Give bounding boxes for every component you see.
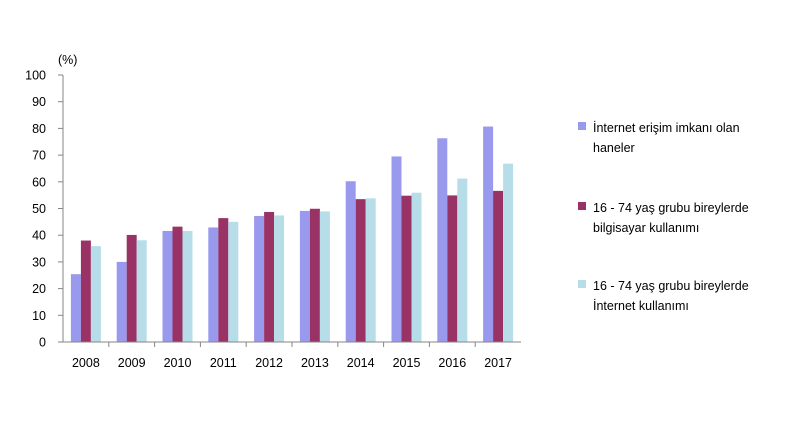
bar <box>136 240 147 342</box>
bar <box>162 230 173 342</box>
bar <box>411 192 422 342</box>
bar <box>483 126 494 342</box>
y-tick-label: 40 <box>32 229 46 243</box>
bar <box>457 178 468 342</box>
legend-swatch <box>578 122 586 130</box>
axes-layer: 0 10 20 30 40 50 60 70 80 90 100 2008 2009 2010 2011 20… <box>25 69 521 370</box>
x-tick-label: 2013 <box>301 356 329 370</box>
bar <box>365 198 376 342</box>
bar <box>70 274 81 342</box>
bar <box>493 190 504 342</box>
legend-label: İnternet erişim imkanı olan haneler <box>593 118 793 158</box>
bar <box>90 246 101 342</box>
bar <box>503 163 514 342</box>
bar <box>264 211 275 342</box>
x-tick-label: 2010 <box>164 356 192 370</box>
legend-label-line: İnternet kullanımı <box>593 299 689 313</box>
y-tick-label: 30 <box>32 255 46 269</box>
bar <box>172 226 183 342</box>
legend-label-line: 16 - 74 yaş grubu bireylerde <box>593 279 749 293</box>
bar <box>355 199 366 342</box>
bar <box>447 195 458 342</box>
bar <box>126 234 137 342</box>
x-tick-label: 2017 <box>484 356 512 370</box>
legend-label-line: 16 - 74 yaş grubu bireylerde <box>593 201 749 215</box>
x-tick-label: 2012 <box>255 356 283 370</box>
legend-swatch <box>578 280 586 288</box>
x-tick-label: 2011 <box>210 356 237 370</box>
legend-swatch <box>578 202 586 210</box>
y-tick-label: 0 <box>39 336 46 350</box>
legend-label-line: haneler <box>593 141 635 155</box>
x-tick-label: 2016 <box>438 356 466 370</box>
bars-layer <box>70 126 514 342</box>
bar <box>309 208 320 342</box>
legend-label-line: İnternet erişim imkanı olan <box>593 121 740 135</box>
bar <box>345 181 356 342</box>
y-tick-label: 50 <box>32 202 46 216</box>
y-tick-label: 100 <box>25 69 46 83</box>
bar <box>319 211 330 342</box>
y-unit-label: (%) <box>58 53 77 67</box>
y-tick-label: 70 <box>32 149 46 163</box>
legend-label-line: bilgisayar kullanımı <box>593 221 700 235</box>
bar <box>208 227 219 342</box>
y-tick-label: 80 <box>32 122 46 136</box>
bar <box>254 215 265 342</box>
bar <box>218 218 229 342</box>
bar <box>299 210 310 342</box>
bar <box>228 221 239 342</box>
bar <box>80 240 91 342</box>
y-tick-label: 20 <box>32 282 46 296</box>
legend-label: 16 - 74 yaş grubu bireylerde bilgisayar … <box>593 198 793 238</box>
bar <box>116 261 127 342</box>
bar <box>437 138 448 342</box>
bar <box>391 156 402 342</box>
bar <box>401 195 412 342</box>
bar <box>274 215 285 342</box>
legend-label: 16 - 74 yaş grubu bireylerde İnternet ku… <box>593 276 793 316</box>
x-tick-label: 2015 <box>393 356 421 370</box>
y-tick-label: 90 <box>32 95 46 109</box>
x-tick-label: 2009 <box>118 356 146 370</box>
bar <box>182 230 193 342</box>
y-tick-label: 10 <box>32 309 46 323</box>
x-tick-label: 2014 <box>347 356 375 370</box>
x-tick-label: 2008 <box>72 356 100 370</box>
y-tick-label: 60 <box>32 175 46 189</box>
